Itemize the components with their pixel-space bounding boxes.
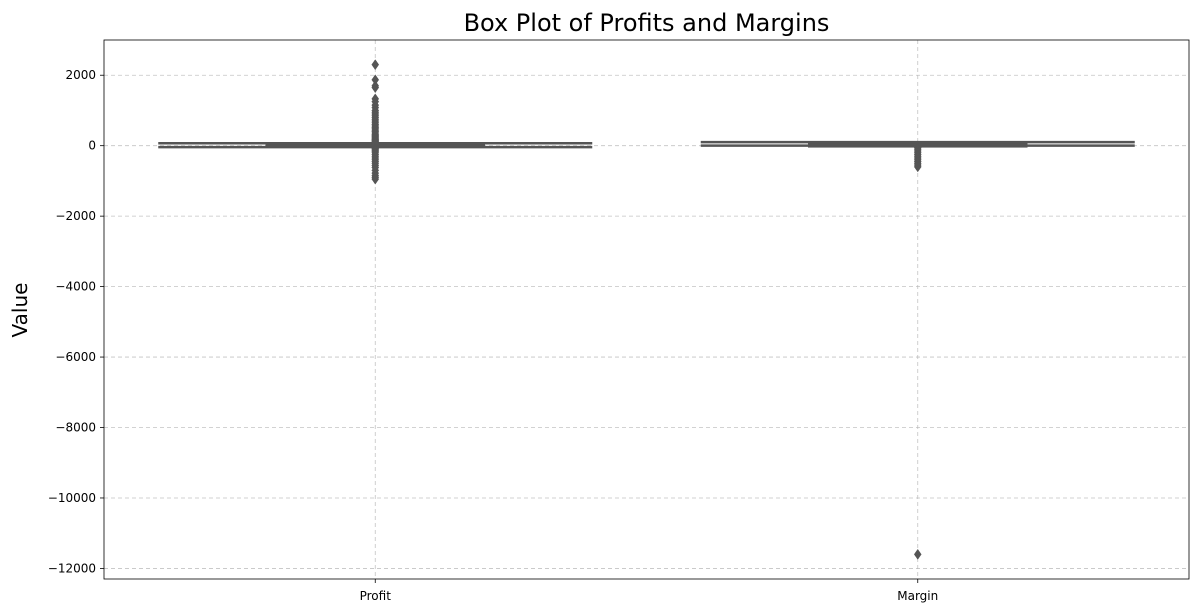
y-tick-label: −8000 (55, 421, 96, 435)
y-tick-label: 0 (88, 139, 96, 153)
outlier-point (913, 548, 922, 560)
y-tick-label: −12000 (48, 561, 96, 575)
box-group-profit (158, 59, 593, 185)
plot-frame (103, 39, 1190, 580)
axis-layer: 2000 0 −2000 −4000 −6000 −8000 −10000 −12000 Pro… (48, 68, 938, 603)
y-axis-title: Value (8, 283, 32, 338)
box-group-margin (700, 140, 1135, 560)
y-tick-label: −10000 (48, 491, 96, 505)
chart-title: Box Plot of Profits and Margins (464, 9, 830, 37)
box-layer (158, 59, 1135, 560)
y-tick-label: 2000 (65, 68, 96, 82)
outlier-point (371, 59, 380, 71)
outlier-point (913, 161, 922, 173)
y-tick-label: −4000 (55, 280, 96, 294)
x-tick-label: Profit (360, 589, 392, 603)
grid-layer (104, 40, 1189, 579)
outlier-point (371, 173, 380, 185)
y-tick-label: −2000 (55, 209, 96, 223)
y-tick-label: −6000 (55, 350, 96, 364)
x-tick-label: Margin (897, 589, 938, 603)
outlier-point (371, 82, 380, 93)
